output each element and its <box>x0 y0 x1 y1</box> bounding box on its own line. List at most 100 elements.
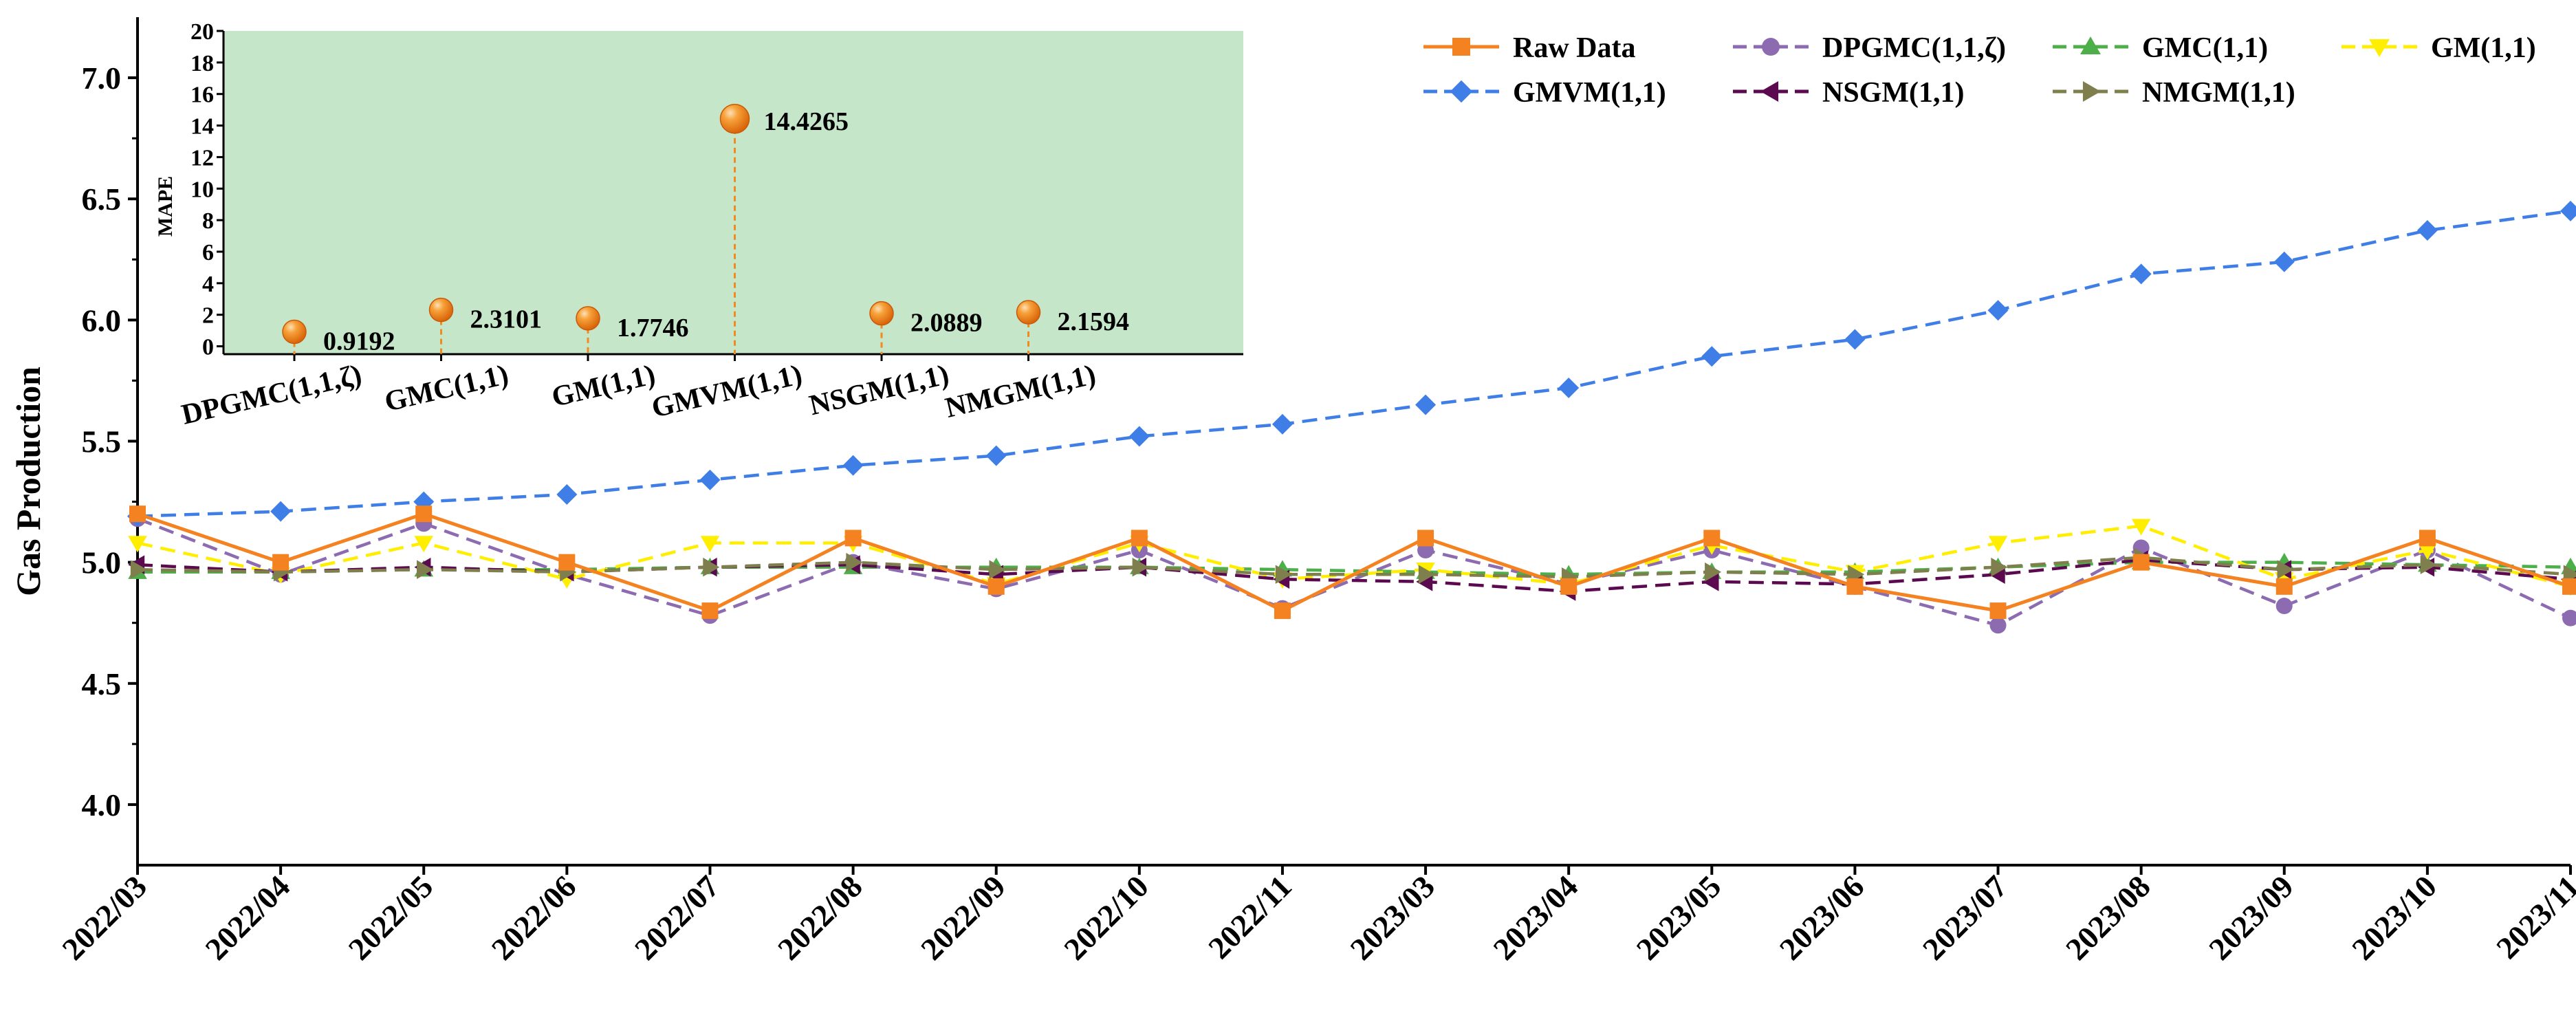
data-point-gmvm-1-1 <box>2560 200 2576 221</box>
y-axis-title: Gas Production <box>9 367 47 596</box>
inset-y-tick-label: 0 <box>202 335 214 360</box>
x-tick-label: 2023/07 <box>1916 869 2014 967</box>
inset-value-label: 2.1594 <box>1058 307 1130 336</box>
mape-inset: 0 2 4 6 8 10 12 14 16 18 20 MAPE 0.9192 2.3101 1.7746 1… <box>154 19 1243 431</box>
data-point-gmvm-1-1 <box>1128 426 1150 447</box>
data-point-gmvm-1-1 <box>1415 394 1437 415</box>
inset-value-label: 14.4265 <box>764 107 849 136</box>
legend-item-nsgm-1-1: NSGM(1,1) <box>1733 77 1964 109</box>
data-point-raw-data <box>415 505 433 523</box>
data-point-gm-1-1 <box>128 536 147 553</box>
inset-x-tick-label: GM(1,1) <box>549 359 658 413</box>
y-axis: 4.0 4.5 5.0 5.5 6.0 6.5 7.0 <box>82 61 138 823</box>
data-point-raw-data <box>1417 530 1434 547</box>
x-tick-label: 2022/03 <box>55 869 153 967</box>
inset-y-tick-label: 14 <box>190 114 214 140</box>
data-point-raw-data <box>701 602 719 620</box>
inset-point <box>719 104 750 134</box>
data-point-raw-data <box>129 505 146 523</box>
data-point-gmvm-1-1 <box>1701 346 1723 367</box>
inset-lollipop-gmvm-1-1: 14.4265 <box>719 104 849 354</box>
legend-item-gmc-1-1: GMC(1,1) <box>2053 32 2268 64</box>
y-tick-label: 5.0 <box>82 545 122 580</box>
data-point-gm-1-1 <box>700 536 720 553</box>
legend-marker <box>1762 38 1780 56</box>
data-point-gm-1-1 <box>2418 543 2437 560</box>
data-point-raw-data <box>558 554 576 571</box>
data-point-nmgm-1-1 <box>1418 565 1435 585</box>
data-point-gmvm-1-1 <box>1271 413 1293 435</box>
series-layer <box>127 200 2576 634</box>
data-point-nmgm-1-1 <box>1132 557 1149 577</box>
y-tick-label: 6.5 <box>82 182 122 217</box>
inset-value-label: 0.9192 <box>323 327 395 356</box>
legend-marker <box>2369 39 2390 57</box>
inset-point <box>428 297 454 323</box>
legend-marker <box>1452 38 1470 56</box>
data-point-raw-data <box>1989 602 2007 620</box>
data-point-gmvm-1-1 <box>1558 377 1580 398</box>
inset-y-tick-label: 20 <box>190 19 214 45</box>
x-tick-label: 2023/10 <box>2345 869 2443 967</box>
x-tick-label: 2023/03 <box>1343 869 1441 967</box>
x-tick-label: 2023/11 <box>2489 869 2576 966</box>
inset-background <box>223 31 1243 354</box>
data-point-gmvm-1-1 <box>556 484 578 505</box>
legend-label: GM(1,1) <box>2431 32 2536 64</box>
inset-y-tick-label: 6 <box>202 240 214 265</box>
inset-x-tick-label: NSGM(1,1) <box>807 359 952 422</box>
x-tick-label: 2022/05 <box>342 869 440 967</box>
y-tick-label: 7.0 <box>82 61 122 96</box>
legend-label: GMVM(1,1) <box>1513 77 1666 109</box>
inset-lollipop-dpgmc-1-1: 0.9192 <box>282 319 395 356</box>
series-line-gm-1-1 <box>137 524 2571 589</box>
legend-marker <box>1760 81 1779 102</box>
inset-point <box>282 319 307 345</box>
inset-y-tick-label: 10 <box>190 177 214 202</box>
legend-label: NSGM(1,1) <box>1822 77 1964 109</box>
data-point-nsgm-1-1 <box>1702 572 1719 591</box>
data-point-nmgm-1-1 <box>1705 562 1722 582</box>
data-point-raw-data <box>1703 530 1721 547</box>
legend-marker <box>1450 80 1473 103</box>
inset-y-tick-label: 12 <box>190 145 214 171</box>
data-point-nmgm-1-1 <box>1275 565 1292 585</box>
data-point-gm-1-1 <box>2131 519 2151 536</box>
data-point-raw-data <box>1274 602 1291 620</box>
data-point-nmgm-1-1 <box>2277 560 2294 580</box>
inset-lollipop-gm-1-1: 1.7746 <box>576 306 689 354</box>
series-line-gmc-1-1 <box>138 560 2571 576</box>
data-point-nmgm-1-1 <box>417 560 434 580</box>
data-point-nmgm-1-1 <box>130 560 147 580</box>
series-raw-data <box>129 505 2576 620</box>
legend-marker <box>2082 81 2101 102</box>
x-tick-label: 2023/08 <box>2059 869 2157 967</box>
inset-x-tick-label: NMGM(1,1) <box>942 359 1098 424</box>
x-tick-label: 2023/05 <box>1630 869 1728 967</box>
data-point-gm-1-1 <box>1988 536 2008 553</box>
data-point-gmvm-1-1 <box>1987 300 2009 321</box>
legend-item-nmgm-1-1: NMGM(1,1) <box>2053 77 2295 109</box>
x-tick-label: 2023/04 <box>1487 869 1585 967</box>
inset-lollipop-nmgm-1-1: 2.1594 <box>1016 300 1130 354</box>
data-point-nmgm-1-1 <box>703 557 720 577</box>
inset-lollipop-gmc-1-1: 2.3101 <box>428 297 542 354</box>
data-point-raw-data <box>1846 578 1864 595</box>
data-point-raw-data <box>844 530 862 547</box>
inset-value-label: 2.0889 <box>910 309 983 338</box>
inset-value-label: 1.7746 <box>617 314 689 342</box>
x-tick-label: 2022/08 <box>771 869 869 967</box>
series-line-raw-data <box>137 512 2571 613</box>
data-point-nmgm-1-1 <box>1991 557 2008 577</box>
y-tick-label: 4.5 <box>82 666 122 701</box>
data-point-raw-data <box>1131 530 1148 547</box>
data-point-gmvm-1-1 <box>2273 251 2295 272</box>
data-point-dpgmc-1-1 <box>2275 598 2293 615</box>
data-point-raw-data <box>2132 554 2150 571</box>
inset-x-tick-label: GMC(1,1) <box>382 359 512 418</box>
inset-point <box>576 306 600 331</box>
x-tick-label: 2022/06 <box>485 869 583 967</box>
data-point-gmvm-1-1 <box>985 445 1007 466</box>
data-point-dpgmc-1-1 <box>1989 617 2007 634</box>
